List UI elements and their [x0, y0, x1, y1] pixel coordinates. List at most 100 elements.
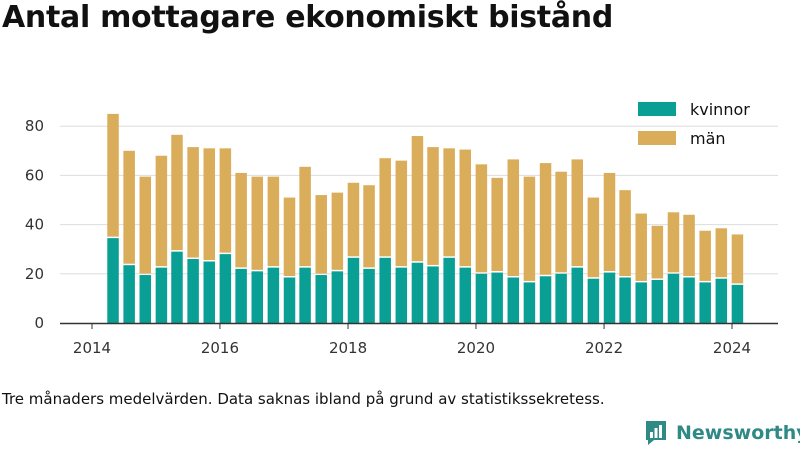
- legend-swatch-kvinnor: [638, 102, 676, 116]
- bar-man: [187, 147, 199, 258]
- bar-man: [267, 176, 280, 267]
- bar-man: [555, 171, 567, 273]
- bar-kvinnor: [619, 277, 631, 323]
- bar-man: [203, 148, 215, 260]
- bar-kvinnor: [715, 278, 728, 323]
- y-axis-ticks: 0 20 40 60 80: [25, 117, 44, 332]
- bar-man: [155, 155, 168, 267]
- bar-man: [107, 113, 119, 237]
- footnote: Tre månaders medelvärden. Data saknas ib…: [2, 390, 605, 408]
- x-tick-label: 2016: [201, 339, 239, 357]
- bar-kvinnor: [603, 272, 616, 323]
- x-tick-label: 2020: [457, 339, 495, 357]
- bar-kvinnor: [667, 273, 680, 323]
- brand-logo[interactable]: Newsworthy: [644, 420, 800, 446]
- newsworthy-logo-icon: [646, 421, 666, 445]
- bar-man: [667, 212, 680, 273]
- bar-kvinnor: [587, 278, 600, 323]
- x-tick-label: 2024: [713, 339, 751, 357]
- bar-man: [683, 214, 695, 276]
- bar-kvinnor: [523, 282, 536, 323]
- bar-kvinnor: [347, 257, 360, 323]
- bar-man: [219, 148, 232, 253]
- bar-man: [251, 176, 264, 270]
- bar-man: [347, 182, 360, 257]
- bar-kvinnor: [123, 265, 135, 323]
- bar-kvinnor: [155, 267, 168, 323]
- bar-man: [475, 164, 488, 273]
- bar-man: [123, 150, 135, 264]
- bar-man: [731, 234, 744, 284]
- legend-swatch-man: [638, 131, 676, 145]
- bar-man: [443, 148, 455, 257]
- bar-kvinnor: [635, 282, 647, 323]
- bar-kvinnor: [427, 266, 439, 323]
- legend-label-kvinnor: kvinnor: [690, 100, 750, 119]
- bar-kvinnor: [283, 277, 296, 323]
- y-tick-label: 60: [25, 166, 44, 184]
- bar-kvinnor: [267, 267, 280, 323]
- bars: [107, 113, 744, 323]
- bar-kvinnor: [539, 276, 552, 323]
- bar-kvinnor: [459, 267, 472, 323]
- bar-man: [651, 225, 664, 279]
- bar-man: [331, 192, 344, 270]
- bar-man: [171, 134, 183, 251]
- bar-kvinnor: [139, 275, 152, 323]
- bar-man: [603, 172, 616, 272]
- bar-kvinnor: [395, 267, 408, 323]
- bar-man: [619, 190, 631, 276]
- bar-kvinnor: [235, 268, 247, 323]
- bar-kvinnor: [491, 272, 503, 323]
- bar-kvinnor: [507, 277, 520, 323]
- bar-kvinnor: [251, 271, 264, 323]
- bar-kvinnor: [731, 284, 744, 323]
- bar-man: [539, 163, 552, 275]
- bar-kvinnor: [203, 261, 215, 323]
- bar-man: [523, 176, 536, 281]
- bar-kvinnor: [555, 273, 567, 323]
- page-title: Antal mottagare ekonomiskt bistånd: [2, 0, 614, 35]
- bar-man: [411, 136, 424, 262]
- x-tick-label: 2018: [329, 339, 367, 357]
- bar-kvinnor: [683, 277, 695, 323]
- bar-man: [715, 228, 728, 278]
- bar-kvinnor: [107, 238, 119, 323]
- bar-man: [139, 176, 152, 274]
- bar-man: [379, 158, 391, 257]
- bar-kvinnor: [411, 262, 424, 323]
- bar-man: [491, 177, 503, 272]
- x-tick-label: 2014: [73, 339, 111, 357]
- bar-man: [459, 149, 472, 267]
- bar-kvinnor: [571, 267, 584, 323]
- bar-kvinnor: [299, 267, 311, 323]
- bar-kvinnor: [379, 257, 391, 323]
- bar-man: [427, 147, 439, 265]
- bar-kvinnor: [315, 275, 327, 323]
- bar-kvinnor: [219, 254, 232, 323]
- bar-kvinnor: [171, 251, 183, 323]
- y-tick-label: 40: [25, 216, 44, 234]
- y-tick-label: 80: [25, 117, 44, 135]
- stacked-bar-chart: 0 20 40 60 80 2014 2016 2018 2020 2022 2024 kvinn…: [25, 100, 778, 357]
- bar-kvinnor: [651, 279, 664, 323]
- bar-kvinnor: [475, 273, 488, 323]
- bar-man: [587, 197, 600, 278]
- x-axis-ticks: 2014 2016 2018 2020 2022 2024: [73, 323, 751, 357]
- brand-name: Newsworthy: [676, 422, 800, 444]
- bar-kvinnor: [363, 268, 375, 323]
- bar-kvinnor: [699, 282, 711, 323]
- bar-man: [315, 195, 327, 274]
- y-tick-label: 20: [25, 265, 44, 283]
- x-tick-label: 2022: [585, 339, 623, 357]
- bar-man: [395, 160, 408, 267]
- bar-man: [363, 185, 375, 268]
- bar-kvinnor: [331, 271, 344, 323]
- bar-man: [635, 213, 647, 281]
- bar-kvinnor: [443, 257, 455, 323]
- bar-man: [571, 159, 584, 267]
- legend-label-man: män: [690, 129, 726, 148]
- y-tick-label: 0: [34, 314, 44, 332]
- bar-man: [235, 172, 247, 268]
- bar-man: [699, 230, 711, 281]
